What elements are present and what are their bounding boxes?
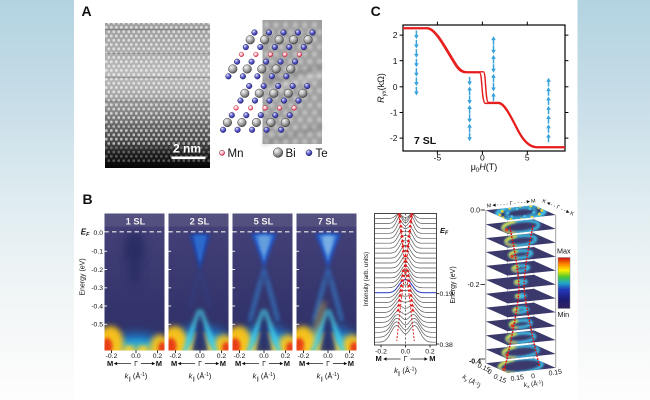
svg-text:M: M <box>376 354 382 363</box>
svg-text:-0.5: -0.5 <box>91 322 103 329</box>
svg-text:7 SL: 7 SL <box>318 216 338 226</box>
svg-text:0.0: 0.0 <box>470 208 480 215</box>
svg-text:-0.2: -0.2 <box>91 267 103 274</box>
svg-text:2 nm: 2 nm <box>173 142 201 156</box>
svg-text:2 SL: 2 SL <box>190 216 210 226</box>
svg-text:-0.4: -0.4 <box>469 359 481 366</box>
svg-text:0.19: 0.19 <box>440 291 453 298</box>
svg-text:2: 2 <box>393 30 398 40</box>
svg-text:0.38: 0.38 <box>440 342 453 349</box>
svg-text:0.0: 0.0 <box>94 230 104 237</box>
svg-text:M: M <box>429 354 435 363</box>
svg-text:-0.2: -0.2 <box>375 349 387 356</box>
svg-text:-0.2: -0.2 <box>106 353 118 360</box>
svg-text:Bi: Bi <box>286 148 296 160</box>
svg-text:0: 0 <box>531 373 536 380</box>
svg-text:Energy (eV): Energy (eV) <box>80 258 87 295</box>
svg-text:Γ: Γ <box>262 361 266 368</box>
svg-text:k∥ (Å-1): k∥ (Å-1) <box>253 372 276 383</box>
svg-text:-0.2: -0.2 <box>170 353 182 360</box>
svg-text:7 SL: 7 SL <box>414 135 437 147</box>
svg-text:0.0: 0.0 <box>401 349 411 356</box>
svg-text:M: M <box>107 359 113 368</box>
svg-text:kx (Å-1): kx (Å-1) <box>523 378 544 389</box>
svg-text:0: 0 <box>480 153 485 163</box>
svg-text:0.2: 0.2 <box>345 353 355 360</box>
svg-text:-0.2: -0.2 <box>234 353 246 360</box>
svg-text:Γ: Γ <box>404 356 408 363</box>
svg-text:Intensity (arb. units): Intensity (arb. units) <box>363 252 370 306</box>
svg-text:1 SL: 1 SL <box>126 216 146 226</box>
svg-text:M: M <box>299 359 305 368</box>
svg-text:M: M <box>156 359 162 368</box>
svg-text:0.0: 0.0 <box>259 353 269 360</box>
svg-text:EF: EF <box>81 228 90 239</box>
svg-text:A: A <box>82 3 92 19</box>
svg-text:-5: -5 <box>434 153 442 163</box>
svg-text:-0.3: -0.3 <box>91 285 103 292</box>
svg-text:-2: -2 <box>390 133 398 143</box>
svg-text:0.2: 0.2 <box>153 353 163 360</box>
svg-text:M◄- - - - Γ - - - -►M: M◄- - - - Γ - - - -►M <box>487 198 537 209</box>
svg-text:5 SL: 5 SL <box>254 216 274 226</box>
svg-text:Ryx(kΩ): Ryx(kΩ) <box>376 73 388 103</box>
svg-text:0: 0 <box>393 82 398 92</box>
svg-text:5: 5 <box>525 153 530 163</box>
svg-text:M: M <box>220 359 226 368</box>
svg-text:0.2: 0.2 <box>425 349 435 356</box>
svg-text:-0.2: -0.2 <box>467 282 479 289</box>
svg-text:M: M <box>348 359 354 368</box>
svg-text:M: M <box>235 359 241 368</box>
svg-text:Max: Max <box>557 247 571 256</box>
svg-text:0: 0 <box>486 368 492 376</box>
svg-text:M: M <box>171 359 177 368</box>
svg-text:0.2: 0.2 <box>217 353 227 360</box>
svg-text:0.0: 0.0 <box>131 353 141 360</box>
svg-text:-0.2: -0.2 <box>298 353 310 360</box>
svg-text:k∥ (Å-1): k∥ (Å-1) <box>189 372 212 383</box>
svg-text:Γ: Γ <box>198 361 202 368</box>
svg-text:Γ: Γ <box>134 361 138 368</box>
svg-text:Γ: Γ <box>326 361 330 368</box>
svg-text:Te: Te <box>316 148 328 160</box>
svg-text:0.15: 0.15 <box>510 374 524 383</box>
svg-text:EF: EF <box>440 226 449 237</box>
svg-text:1: 1 <box>393 56 398 66</box>
svg-text:-0.4: -0.4 <box>91 303 103 310</box>
svg-text:Min: Min <box>558 310 570 319</box>
svg-text:k∥ (Å-1): k∥ (Å-1) <box>317 372 340 383</box>
svg-text:0.0: 0.0 <box>323 353 333 360</box>
svg-text:C: C <box>371 3 381 19</box>
svg-text:-0.1: -0.1 <box>91 249 103 256</box>
svg-text:k∥ (Å-1): k∥ (Å-1) <box>394 366 417 377</box>
svg-text:0.2: 0.2 <box>281 353 291 360</box>
svg-text:k∥ (Å-1): k∥ (Å-1) <box>125 372 148 383</box>
svg-text:0.0: 0.0 <box>195 353 205 360</box>
svg-text:B: B <box>83 191 93 207</box>
svg-text:-1: -1 <box>390 108 398 118</box>
svg-text:M: M <box>284 359 290 368</box>
svg-text:Mn: Mn <box>228 148 244 160</box>
svg-text:Energy (eV): Energy (eV) <box>450 266 457 303</box>
svg-text:0.15: 0.15 <box>476 362 491 374</box>
svg-text:0.15: 0.15 <box>548 369 562 378</box>
svg-text:0.15: 0.15 <box>492 373 507 385</box>
